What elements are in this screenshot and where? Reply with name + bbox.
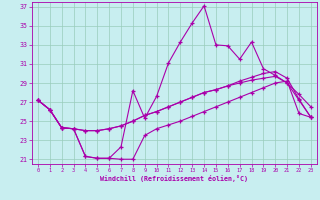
X-axis label: Windchill (Refroidissement éolien,°C): Windchill (Refroidissement éolien,°C) xyxy=(100,175,248,182)
